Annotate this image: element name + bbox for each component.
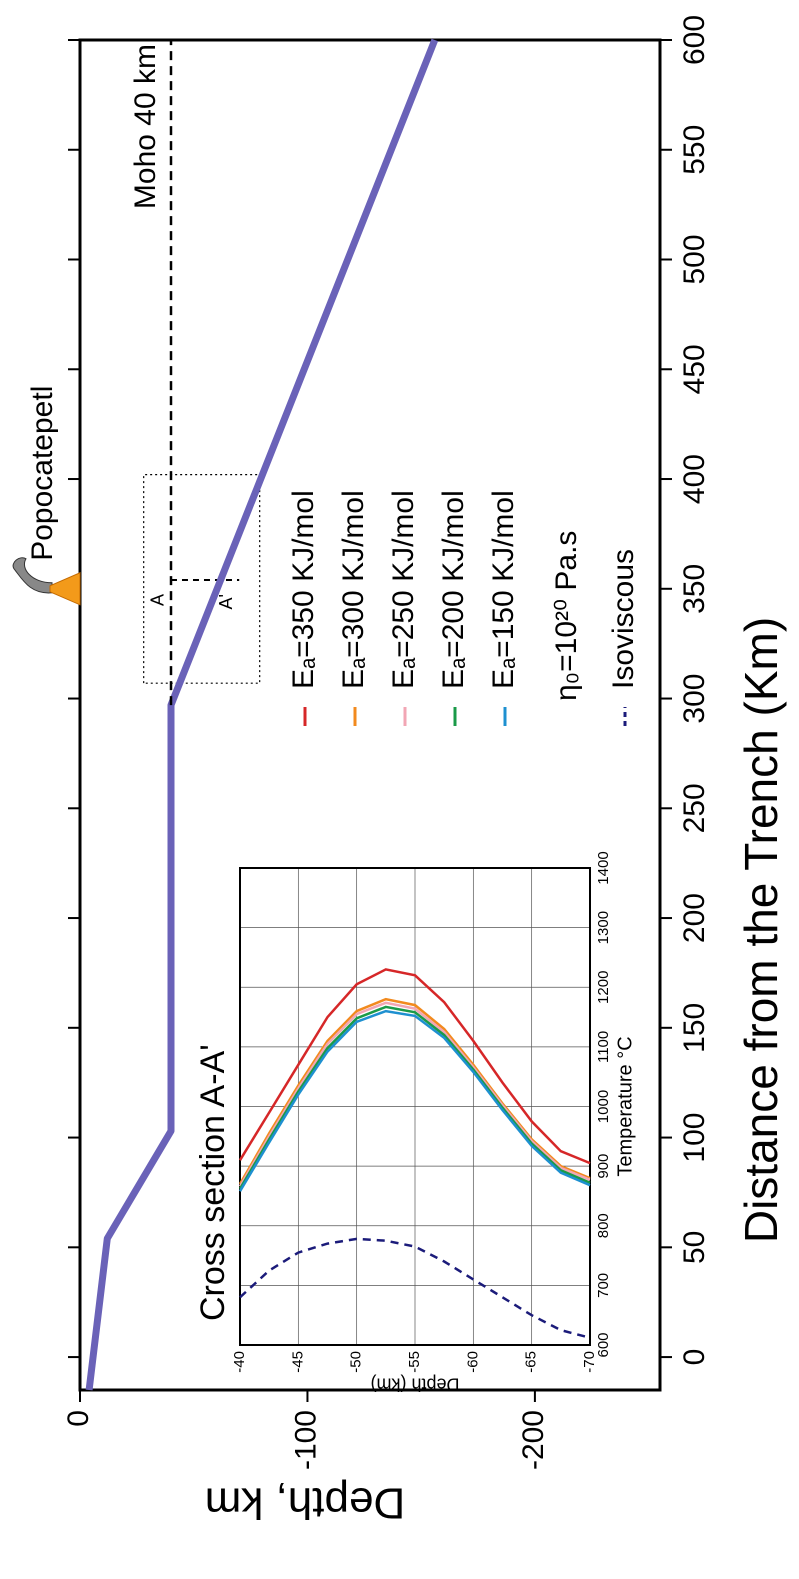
- y-tick-label: -45: [289, 1351, 306, 1373]
- x-tick-label: 250: [678, 783, 711, 833]
- legend-label: Eₐ=150 KJ/mol: [487, 490, 520, 689]
- inset-border: [239, 867, 591, 1346]
- legend-label: Eₐ=350 KJ/mol: [287, 490, 320, 689]
- y-tick-label: -100: [289, 1410, 322, 1470]
- x-tick-label: 600: [678, 15, 711, 65]
- x-tick-label: 700: [595, 1273, 612, 1298]
- zoom-box: [143, 474, 261, 684]
- y-tick-label: -70: [581, 1351, 598, 1373]
- y-tick-label: -40: [231, 1351, 248, 1373]
- temperature-curve: [238, 1001, 591, 1188]
- y-tick-label: -55: [406, 1351, 423, 1373]
- legend-note: η₀=10²⁰ Pa.s: [550, 531, 583, 701]
- y-tick-label: 0: [62, 1410, 95, 1427]
- legend-label: Eₐ=300 KJ/mol: [337, 490, 370, 689]
- x-tick-label: 0: [678, 1349, 711, 1366]
- y-tick-label: -65: [523, 1351, 540, 1373]
- temperature-curve: [238, 968, 591, 1165]
- section-label: A: [148, 594, 168, 606]
- y-tick-label: -50: [348, 1351, 365, 1373]
- x-tick-label: 1000: [595, 1090, 612, 1123]
- x-tick-label: 300: [678, 674, 711, 724]
- x-tick-label: 600: [595, 1332, 612, 1357]
- x-tick-label: 500: [678, 234, 711, 284]
- x-tick-label: 900: [595, 1154, 612, 1179]
- slab-line: [85, 38, 439, 1391]
- x-tick-label: 1200: [595, 971, 612, 1004]
- volcano-label: Popocatepetl: [26, 386, 59, 561]
- x-tick-label: 450: [678, 344, 711, 394]
- series-label: Moho 40 km: [129, 44, 162, 209]
- rotated-figure: 0 50 100 150 200 250 300 350 400 450 500 550 600 0 -10…: [12, 15, 787, 1527]
- x-tick-label: 100: [678, 1113, 711, 1163]
- inset-x-title: Temperature °C: [614, 1036, 636, 1176]
- x-tick-label: 400: [678, 454, 711, 504]
- x-tick-label: 200: [678, 893, 711, 943]
- y-tick-label: -60: [464, 1351, 481, 1373]
- x-tick-label: 1300: [595, 911, 612, 944]
- x-tick-label: 150: [678, 1003, 711, 1053]
- y-axis-title: Depth, km: [205, 1478, 406, 1527]
- x-tick-label: 1400: [595, 851, 612, 884]
- inset-y-title: Depth (km): [370, 1374, 459, 1394]
- x-tick-label: 50: [678, 1231, 711, 1264]
- x-tick-label: 1100: [595, 1031, 612, 1063]
- y-tick-label: -200: [517, 1410, 550, 1470]
- legend-label: Eₐ=250 KJ/mol: [387, 490, 420, 689]
- x-tick-label: 350: [678, 564, 711, 614]
- inset-title: Cross section A-A': [194, 1044, 232, 1321]
- volcano: [49, 572, 81, 606]
- temperature-curve: [238, 1005, 591, 1190]
- temperature-curve: [239, 1237, 591, 1340]
- volcano-plume: [12, 557, 53, 594]
- temperature-curve: [238, 1009, 591, 1192]
- section-label: A': [216, 594, 236, 609]
- legend-label: Isoviscous: [607, 549, 640, 689]
- legend-label: Eₐ=200 KJ/mol: [437, 490, 470, 689]
- x-tick-label: 550: [678, 125, 711, 175]
- x-tick-label: 800: [595, 1213, 612, 1238]
- x-axis-title: Distance from the Trench (Km): [735, 617, 787, 1243]
